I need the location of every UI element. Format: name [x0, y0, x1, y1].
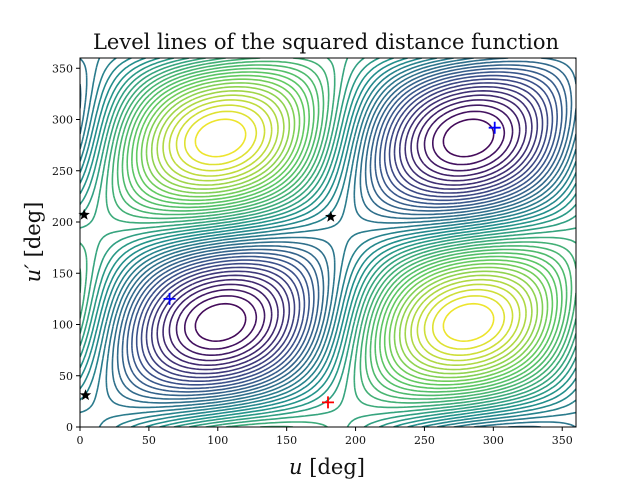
- level-line: [80, 58, 576, 427]
- level-line: [150, 86, 539, 375]
- level-line: [131, 71, 558, 390]
- x-axis-label: u [deg]: [289, 455, 365, 479]
- x-tick-label: 200: [345, 434, 366, 447]
- x-tick-label: 300: [483, 434, 504, 447]
- level-line: [140, 78, 549, 382]
- level-line: [168, 99, 521, 362]
- x-tick-label: 250: [414, 434, 435, 447]
- level-line: [162, 94, 527, 366]
- level-line: [140, 78, 549, 382]
- level-line: [145, 82, 544, 379]
- level-line: [121, 64, 568, 397]
- saddle-marker: [79, 389, 92, 401]
- y-tick-label: 200: [52, 216, 73, 229]
- minimum-marker: [488, 121, 501, 134]
- y-tick-label: 0: [66, 421, 73, 434]
- y-tick-label: 350: [52, 62, 73, 75]
- y-axis-label: u′ [deg]: [21, 202, 45, 283]
- level-line: [194, 118, 495, 342]
- level-line: [156, 90, 533, 371]
- level-line: [184, 110, 506, 350]
- x-tick-label: 150: [276, 434, 297, 447]
- level-lines: [80, 58, 576, 427]
- x-tick-label: 100: [207, 434, 228, 447]
- level-line: [194, 118, 495, 342]
- level-line: [126, 67, 563, 393]
- level-line: [162, 94, 527, 366]
- level-line: [126, 67, 563, 393]
- x-tick-label: 350: [552, 434, 573, 447]
- level-line: [116, 60, 573, 400]
- maximum-marker: [322, 396, 334, 409]
- level-line: [131, 71, 558, 390]
- x-axis-ticks: 0 50 100 150 200 250 300 350: [77, 427, 573, 447]
- level-line: [135, 74, 554, 386]
- level-line: [116, 60, 573, 400]
- level-line: [121, 64, 568, 397]
- y-tick-label: 300: [52, 114, 73, 127]
- level-line: [156, 90, 533, 371]
- x-tick-label: 0: [77, 434, 84, 447]
- y-axis-ticks: 0 50 100 150 200 250 300 350: [52, 62, 80, 434]
- saddle-marker: [325, 210, 337, 222]
- level-line: [184, 110, 506, 350]
- level-line: [175, 104, 514, 356]
- critical-point-markers: [78, 121, 501, 409]
- minimum-marker: [163, 292, 176, 305]
- y-tick-label: 250: [52, 165, 73, 178]
- y-tick-label: 100: [52, 319, 73, 332]
- y-tick-label: 50: [59, 370, 73, 383]
- level-line: [175, 104, 514, 356]
- plot-frame: [79, 57, 577, 428]
- saddle-marker: [78, 208, 90, 220]
- chart-title: Level lines of the squared distance func…: [93, 30, 559, 54]
- y-tick-label: 150: [52, 267, 73, 280]
- level-line: [168, 99, 521, 362]
- level-line: [145, 82, 544, 379]
- x-tick-label: 50: [142, 434, 156, 447]
- level-line: [135, 74, 554, 386]
